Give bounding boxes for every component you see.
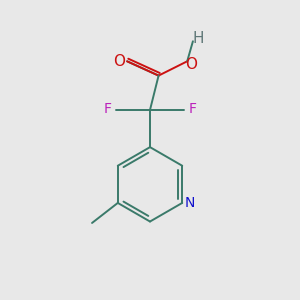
Text: O: O [113,54,125,69]
Text: F: F [104,101,112,116]
Text: F: F [188,101,196,116]
Text: H: H [193,31,204,46]
Text: O: O [185,57,197,72]
Text: N: N [185,196,195,210]
